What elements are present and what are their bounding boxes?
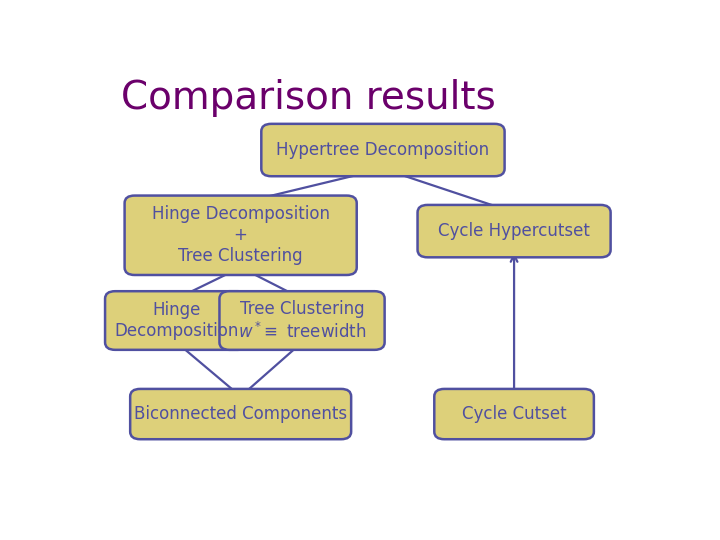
Text: Tree Clustering: Tree Clustering [240,300,364,318]
Text: Hypertree Decomposition: Hypertree Decomposition [276,141,490,159]
Text: Cycle Cutset: Cycle Cutset [462,405,567,423]
FancyBboxPatch shape [125,195,356,275]
Text: Hinge
Decomposition: Hinge Decomposition [114,301,238,340]
FancyBboxPatch shape [130,389,351,439]
FancyBboxPatch shape [105,291,248,350]
Text: Comparison results: Comparison results [121,79,495,117]
Text: Biconnected Components: Biconnected Components [134,405,347,423]
FancyBboxPatch shape [418,205,611,258]
Text: Cycle Hypercutset: Cycle Hypercutset [438,222,590,240]
FancyBboxPatch shape [220,291,384,350]
FancyBboxPatch shape [261,124,505,176]
Text: $w^*\!\equiv$ treewidth: $w^*\!\equiv$ treewidth [238,322,366,342]
Text: Hinge Decomposition
+
Tree Clustering: Hinge Decomposition + Tree Clustering [152,206,330,265]
FancyBboxPatch shape [434,389,594,439]
